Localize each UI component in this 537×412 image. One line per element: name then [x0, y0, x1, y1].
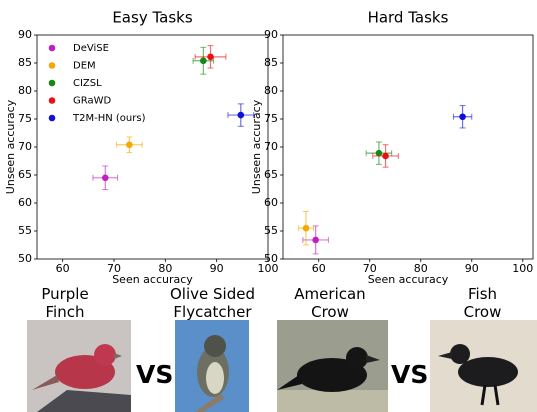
legend-marker: [49, 97, 56, 104]
chart-title: Easy Tasks: [112, 9, 193, 27]
x-tick-label: 70: [363, 262, 377, 275]
caption: Fish Crow: [455, 285, 510, 321]
y-tick-label: 55: [264, 224, 278, 237]
legend-label: DEM: [73, 61, 96, 72]
point: [126, 141, 133, 148]
x-tick-label: 100: [512, 262, 533, 275]
x-tick-label: 70: [107, 262, 121, 275]
plot-frame: [283, 35, 533, 259]
y-axis-label: Unseen accuracy: [4, 99, 17, 194]
y-tick-label: 60: [264, 196, 278, 209]
point: [237, 112, 244, 119]
y-tick-label: 85: [18, 56, 32, 69]
legend-marker: [49, 115, 56, 122]
legend-label: DeViSE: [73, 43, 109, 54]
chart-title: Hard Tasks: [368, 9, 449, 27]
x-tick-label: 80: [414, 262, 428, 275]
legend-label: CIZSL: [73, 78, 102, 89]
legend-label: T2M-HN (ours): [72, 113, 146, 124]
point: [382, 153, 389, 160]
caption: Olive Sided Flycatcher: [160, 285, 265, 321]
bird-photo: [175, 320, 249, 412]
y-tick-label: 90: [18, 28, 32, 41]
y-tick-label: 75: [18, 112, 32, 125]
vs-label: VS: [136, 360, 173, 389]
x-tick-label: 60: [56, 262, 70, 275]
x-axis-label: Seen accuracy: [368, 273, 449, 286]
bird-photo: [277, 320, 388, 412]
y-axis-label: Unseen accuracy: [250, 99, 263, 194]
point: [303, 225, 310, 232]
y-tick-label: 70: [264, 140, 278, 153]
y-tick-label: 65: [18, 168, 32, 181]
y-tick-label: 90: [264, 28, 278, 41]
point: [102, 175, 109, 182]
x-tick-label: 90: [465, 262, 479, 275]
caption: American Crow: [285, 285, 375, 321]
y-tick-label: 85: [264, 56, 278, 69]
y-tick-label: 75: [264, 112, 278, 125]
y-tick-label: 80: [18, 84, 32, 97]
bird-photo: [27, 320, 131, 412]
point: [207, 54, 214, 61]
point: [459, 113, 466, 120]
y-tick-label: 65: [264, 168, 278, 181]
vs-label: VS: [391, 360, 428, 389]
y-tick-label: 55: [18, 224, 32, 237]
y-tick-label: 80: [264, 84, 278, 97]
bird-photo: [430, 320, 537, 412]
y-tick-label: 60: [18, 196, 32, 209]
legend-marker: [49, 45, 56, 52]
x-tick-label: 60: [312, 262, 326, 275]
legend-marker: [49, 62, 56, 69]
point: [200, 57, 207, 64]
x-tick-label: 80: [158, 262, 172, 275]
point: [312, 237, 319, 244]
legend-label: GRaWD: [73, 96, 111, 107]
y-tick-label: 50: [18, 252, 32, 265]
y-tick-label: 50: [264, 252, 278, 265]
caption: Purple Finch: [20, 285, 110, 321]
x-tick-label: 90: [210, 262, 224, 275]
plot-frame: [37, 35, 268, 259]
figure: Easy TasksSeen accuracyUnseen accuracy60…: [0, 0, 537, 412]
legend-marker: [49, 80, 56, 87]
y-tick-label: 70: [18, 140, 32, 153]
